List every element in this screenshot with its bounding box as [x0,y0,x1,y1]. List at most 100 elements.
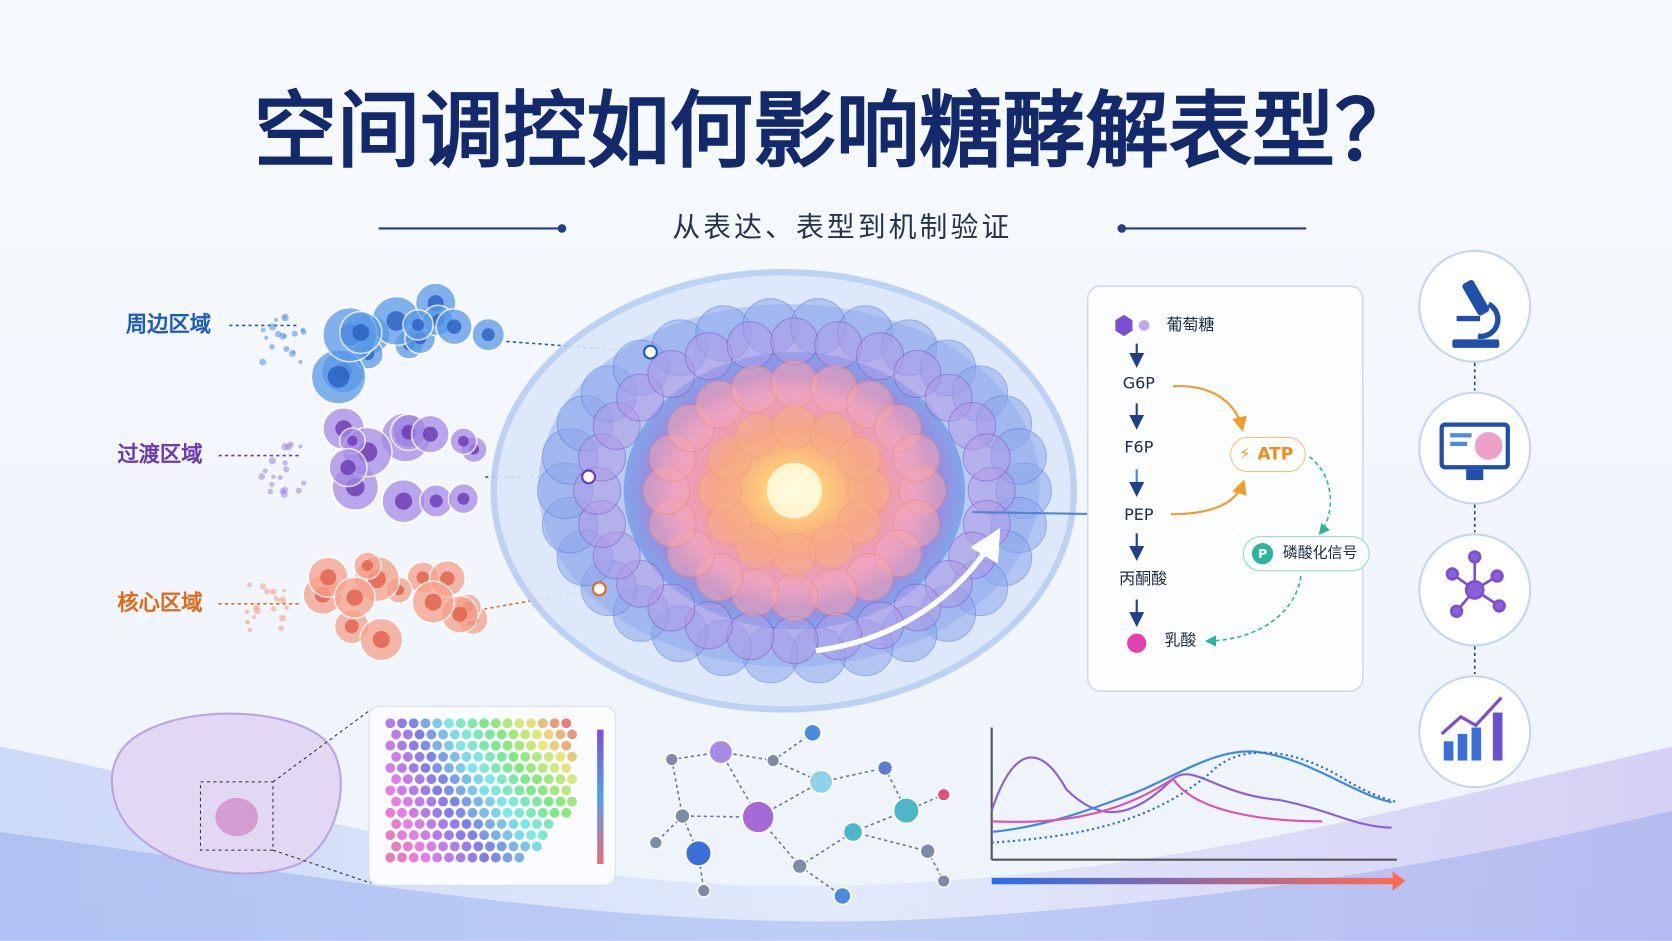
tissue-cell [814,612,863,661]
spot [508,819,519,829]
pin [591,581,607,597]
speck [279,596,286,604]
spot [508,774,519,785]
speck [281,313,289,322]
spot [555,796,566,807]
spot [526,807,536,818]
spot [485,796,495,807]
spot [455,785,466,796]
nucleus [422,426,438,442]
spot [397,830,407,841]
speck [258,473,266,481]
spot [502,852,513,863]
icon-part [1456,315,1481,322]
spot [567,729,577,740]
spot [549,740,560,751]
spot [385,807,396,818]
spot [543,796,554,807]
spot [426,819,437,829]
flow-arrow [815,527,1001,654]
nucleus [394,492,413,510]
nucleus [481,328,495,342]
spot [408,830,419,841]
icon-part [1492,599,1506,613]
spot [461,729,472,740]
speck [288,441,294,448]
signal-label: 磷酸化信号 [1283,544,1358,562]
atp-arrow [1172,385,1247,432]
spot [543,774,554,785]
spot [479,830,490,841]
bond [772,759,822,783]
glucose-icon [1115,314,1133,337]
nucleus [352,324,370,341]
zoom-lines [272,708,372,884]
icon-part [1492,712,1503,761]
spot [561,785,572,796]
spot [385,830,396,841]
icon-part [1477,301,1501,340]
dot [557,224,567,233]
speck [253,604,259,611]
spot [473,819,484,829]
atom [741,800,775,834]
atom [919,842,936,860]
spot [490,807,501,818]
spot [555,729,566,740]
spot [485,751,495,762]
tissue-cell [726,321,775,370]
spot [567,774,577,785]
speck [269,344,275,350]
spot [514,740,525,751]
subtitle: 从表达、表型到机制验证 [672,210,1012,243]
atom [684,839,713,867]
spot [397,740,407,751]
spot [402,729,413,740]
spot [397,852,407,863]
nucleus [416,571,430,584]
spot [514,807,525,818]
nucleus [320,569,337,586]
spot [537,830,548,841]
title: 空间调控如何影响糖酵解表型？ [254,83,1418,180]
nucleus [452,606,468,622]
wave [0,810,1672,941]
pathway-step: F6P [1124,438,1153,457]
spot [467,830,478,841]
atom [708,739,734,765]
spot [555,774,566,785]
monitor-icon [1439,422,1510,481]
spot [496,774,507,785]
icon-part [1445,567,1460,581]
spot [449,841,460,852]
icon-part [1450,441,1468,446]
spot [531,819,542,829]
spot [391,751,402,762]
spot [432,830,443,841]
spot [444,785,454,796]
network-icon [1445,550,1506,618]
atom [808,769,834,795]
atom [664,752,679,767]
spot [473,774,484,785]
spot-grid [385,718,577,863]
spot [508,751,519,762]
spot [438,796,448,807]
spot [444,830,454,841]
signal-pill [1242,536,1370,572]
spot [508,729,519,740]
spot [561,763,572,773]
spot [432,740,443,751]
atom [833,886,852,906]
spot [414,819,425,829]
atom [892,797,920,825]
speck [268,323,277,331]
speck [295,487,302,494]
spot [531,729,542,740]
spot [455,830,466,841]
atom [648,835,663,850]
spot [420,830,431,841]
speck [269,481,275,488]
spot [567,751,577,762]
tissue-cell [684,332,733,381]
